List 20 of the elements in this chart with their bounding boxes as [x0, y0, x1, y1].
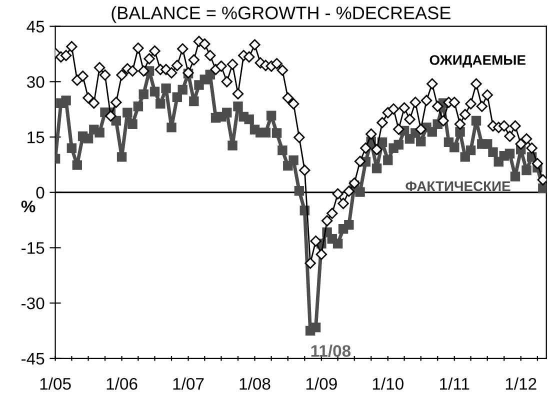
annotation: 11/08 — [311, 344, 351, 358]
y-tick-label: -45 — [22, 353, 44, 365]
x-tick-label: 1/08 — [240, 378, 270, 390]
y-tick-label: 0 — [36, 186, 44, 199]
series-label: ОЖИДАЕМЫЕ — [430, 55, 526, 68]
x-tick-label: 1/06 — [106, 378, 138, 390]
x-tick-label: 1/07 — [173, 378, 204, 390]
x-tick-label: 1/12 — [506, 378, 536, 390]
y-tick-label: 45 — [26, 20, 44, 33]
x-tick-label: 1/11 — [440, 378, 470, 390]
x-tick-label: 1/09 — [306, 378, 337, 390]
series-label: ФАКТИЧЕСКИЕ — [406, 181, 510, 192]
y-tick-label: 30 — [26, 76, 44, 88]
y-tick-label: 15 — [28, 132, 44, 144]
x-tick-label: 1/10 — [372, 378, 404, 390]
y-tick-label: -30 — [22, 297, 44, 310]
chart-title: (BALANCE = %GROWTH - %DECREASE — [112, 6, 450, 23]
y-tick-label: -15 — [22, 242, 44, 254]
y-axis-title: % — [21, 200, 36, 212]
x-tick-label: 1/05 — [40, 378, 71, 390]
